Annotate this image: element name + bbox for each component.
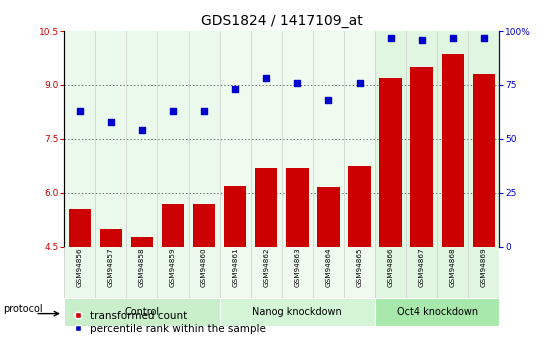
Bar (282, 31, 313, 247)
Bar (189, 247, 220, 298)
Bar (406, 247, 437, 298)
Bar (251, 31, 282, 247)
Text: GSM94864: GSM94864 (325, 248, 331, 287)
Bar (344, 31, 375, 247)
Text: GSM94862: GSM94862 (263, 248, 270, 287)
Text: GSM94869: GSM94869 (481, 248, 487, 287)
Text: GSM94867: GSM94867 (418, 248, 425, 287)
Bar (286, 168, 309, 247)
Point (230, 87, 239, 92)
Point (417, 37, 426, 42)
Text: GDS1824 / 1417109_at: GDS1824 / 1417109_at (201, 14, 363, 28)
Point (479, 35, 488, 40)
Point (75, 108, 84, 114)
Text: GSM94863: GSM94863 (294, 248, 300, 287)
Bar (348, 166, 371, 247)
Bar (313, 31, 344, 247)
Bar (64, 31, 95, 247)
Bar (255, 168, 277, 247)
Bar (224, 186, 246, 247)
Text: GSM94857: GSM94857 (108, 248, 114, 287)
Bar (437, 31, 468, 247)
Bar (162, 204, 184, 247)
Text: Control: Control (124, 307, 160, 317)
Point (448, 35, 457, 40)
Bar (126, 31, 157, 247)
Legend: transformed count, percentile rank within the sample: transformed count, percentile rank withi… (69, 307, 270, 338)
Bar (64, 247, 95, 298)
Text: GSM94859: GSM94859 (170, 248, 176, 287)
Bar (468, 247, 499, 298)
Bar (189, 31, 220, 247)
Point (355, 80, 364, 86)
Text: Oct4 knockdown: Oct4 knockdown (397, 307, 478, 317)
Point (200, 108, 209, 114)
Bar (318, 187, 340, 247)
Point (324, 97, 333, 103)
Bar (131, 237, 153, 247)
Point (262, 76, 271, 81)
Bar (220, 31, 251, 247)
Bar (69, 209, 91, 247)
Bar (313, 247, 344, 298)
Bar (157, 31, 189, 247)
Bar (193, 204, 215, 247)
Bar (406, 31, 437, 247)
Bar (220, 247, 251, 298)
Bar (437, 247, 468, 298)
Text: GSM94866: GSM94866 (388, 248, 393, 287)
Point (293, 80, 302, 86)
Point (386, 35, 395, 40)
Point (169, 108, 177, 114)
Bar (375, 298, 499, 326)
Text: GSM94856: GSM94856 (76, 248, 83, 287)
Text: protocol: protocol (3, 304, 42, 314)
Text: GSM94858: GSM94858 (139, 248, 145, 287)
Bar (375, 247, 406, 298)
Bar (344, 247, 375, 298)
Text: GSM94865: GSM94865 (357, 248, 363, 287)
Point (107, 119, 116, 125)
Bar (375, 31, 406, 247)
Point (137, 128, 146, 133)
Bar (64, 298, 220, 326)
Text: Nanog knockdown: Nanog knockdown (252, 307, 342, 317)
Bar (220, 298, 375, 326)
Text: GSM94860: GSM94860 (201, 248, 207, 287)
Bar (100, 229, 122, 247)
Bar (468, 31, 499, 247)
Bar (473, 74, 495, 247)
Text: GSM94868: GSM94868 (450, 248, 456, 287)
Bar (95, 247, 126, 298)
Bar (251, 247, 282, 298)
Bar (411, 67, 433, 247)
Bar (379, 78, 402, 247)
Bar (95, 31, 126, 247)
Text: GSM94861: GSM94861 (232, 248, 238, 287)
Bar (441, 55, 464, 247)
Bar (126, 247, 157, 298)
Bar (157, 247, 189, 298)
Bar (282, 247, 313, 298)
